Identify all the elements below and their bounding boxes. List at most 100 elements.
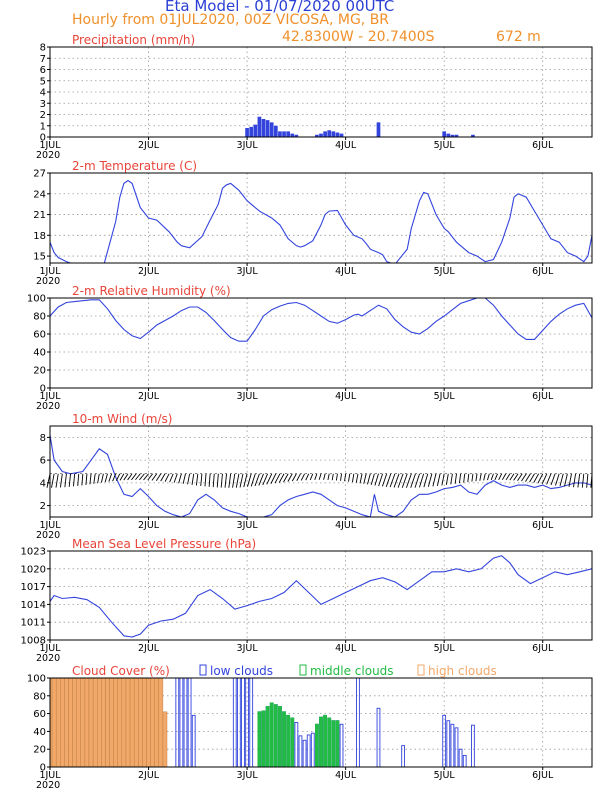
precip-bar bbox=[442, 131, 447, 137]
legend-swatch bbox=[417, 664, 425, 676]
wind-vector bbox=[274, 473, 281, 484]
wind-vector bbox=[419, 473, 425, 488]
wind-vector bbox=[318, 473, 322, 480]
x-tick-label: 1JUL bbox=[39, 643, 61, 654]
wind-vector bbox=[89, 473, 92, 485]
low-cloud-bar bbox=[245, 678, 249, 767]
high-cloud-bar bbox=[60, 678, 65, 767]
precip-bar bbox=[327, 130, 332, 137]
y-tick-label: 6 bbox=[40, 456, 46, 467]
y-tick-label: 18 bbox=[33, 231, 46, 242]
y-tick-label: 1011 bbox=[21, 618, 46, 629]
wind-vector bbox=[51, 473, 55, 488]
wind-vector bbox=[155, 473, 162, 482]
middle-cloud-bar bbox=[261, 710, 266, 767]
precip-bar bbox=[471, 134, 475, 137]
middle-cloud-bar bbox=[273, 704, 278, 767]
precip-bar bbox=[257, 116, 262, 137]
wind-vector bbox=[254, 473, 260, 487]
y-tick-label: 7 bbox=[40, 54, 46, 65]
wind-vector bbox=[331, 473, 334, 481]
x-tick-label: 2JUL bbox=[138, 140, 160, 151]
wind-vector bbox=[467, 473, 470, 483]
wind-vector bbox=[546, 473, 552, 485]
precip-bar bbox=[446, 133, 451, 137]
wind-vector bbox=[228, 473, 232, 488]
wind-vector bbox=[370, 473, 375, 486]
precip-bar bbox=[294, 134, 299, 137]
wind-vector bbox=[131, 473, 137, 481]
precip-bar bbox=[290, 133, 295, 137]
x-year-label: 2020 bbox=[36, 276, 60, 287]
series-line bbox=[50, 179, 592, 263]
x-tick-label: 6JUL bbox=[532, 391, 554, 402]
wind-vector bbox=[327, 473, 330, 481]
y-tick-label: 4 bbox=[40, 88, 46, 99]
y-tick-label: 0 bbox=[40, 133, 46, 144]
low-cloud-bar bbox=[376, 707, 381, 767]
wind-vector bbox=[573, 473, 577, 488]
wind-vector bbox=[577, 473, 581, 488]
y-tick-label: 40 bbox=[33, 348, 46, 359]
panel-0 bbox=[47, 46, 593, 140]
x-tick-label: 5JUL bbox=[434, 643, 456, 654]
wind-vector bbox=[397, 473, 404, 488]
low-cloud-bar bbox=[236, 678, 241, 767]
wind-vector bbox=[454, 473, 457, 484]
panel-frame bbox=[49, 550, 593, 641]
wind-vector bbox=[351, 473, 355, 483]
precip-bar bbox=[454, 134, 459, 137]
wind-vector bbox=[139, 473, 145, 481]
y-tick-label: 27 bbox=[33, 169, 46, 180]
wind-vector bbox=[436, 473, 441, 487]
wind-vector bbox=[501, 473, 507, 481]
wind-vector bbox=[258, 473, 264, 486]
high-cloud-bar bbox=[117, 678, 123, 767]
precip-bar bbox=[265, 120, 270, 137]
wind-vector bbox=[224, 473, 228, 488]
precip-bar bbox=[286, 131, 290, 137]
high-cloud-bar bbox=[129, 678, 135, 767]
legend-entry: high clouds bbox=[428, 664, 497, 678]
high-cloud-bar bbox=[125, 678, 131, 767]
middle-cloud-bar bbox=[269, 702, 274, 767]
legend-entry: middle clouds bbox=[310, 664, 394, 678]
wind-vector bbox=[389, 473, 396, 488]
wind-vector bbox=[509, 473, 515, 481]
wind-vector bbox=[191, 473, 195, 485]
wind-vector bbox=[427, 473, 433, 487]
low-cloud-bar bbox=[450, 723, 455, 767]
y-tick-label: 15 bbox=[33, 252, 46, 263]
y-tick-label: 0 bbox=[40, 763, 46, 774]
wind-vector bbox=[483, 473, 486, 481]
wind-vector bbox=[200, 473, 203, 486]
x-tick-label: 5JUL bbox=[434, 266, 456, 277]
wind-vector bbox=[187, 473, 191, 485]
low-cloud-bar bbox=[249, 678, 254, 767]
wind-vector bbox=[291, 473, 297, 482]
wind-vector bbox=[355, 473, 359, 483]
wind-vector bbox=[401, 473, 408, 488]
precip-bar bbox=[253, 124, 258, 137]
precip-bar bbox=[282, 131, 286, 137]
x-tick-label: 6JUL bbox=[532, 643, 554, 654]
wind-vector bbox=[81, 473, 84, 486]
wind-vector bbox=[406, 473, 412, 488]
panel-4 bbox=[47, 550, 593, 643]
high-cloud-bar bbox=[146, 678, 151, 767]
low-cloud-bar bbox=[310, 732, 315, 767]
wind-vector bbox=[344, 473, 347, 482]
high-cloud-bar bbox=[105, 678, 110, 767]
wind-vector bbox=[216, 473, 219, 488]
wind-vector bbox=[135, 473, 141, 481]
y-tick-label: 4 bbox=[40, 478, 46, 489]
elevation-label: 672 m bbox=[496, 29, 541, 45]
location-coordinates: 42.8300W - 20.7400S bbox=[282, 29, 435, 45]
wind-vector bbox=[300, 473, 305, 481]
x-tick-label: 5JUL bbox=[434, 770, 456, 781]
wind-vector bbox=[586, 473, 589, 488]
low-cloud-bar bbox=[232, 678, 237, 767]
middle-cloud-bar bbox=[335, 720, 340, 767]
low-cloud-bar bbox=[294, 722, 299, 767]
